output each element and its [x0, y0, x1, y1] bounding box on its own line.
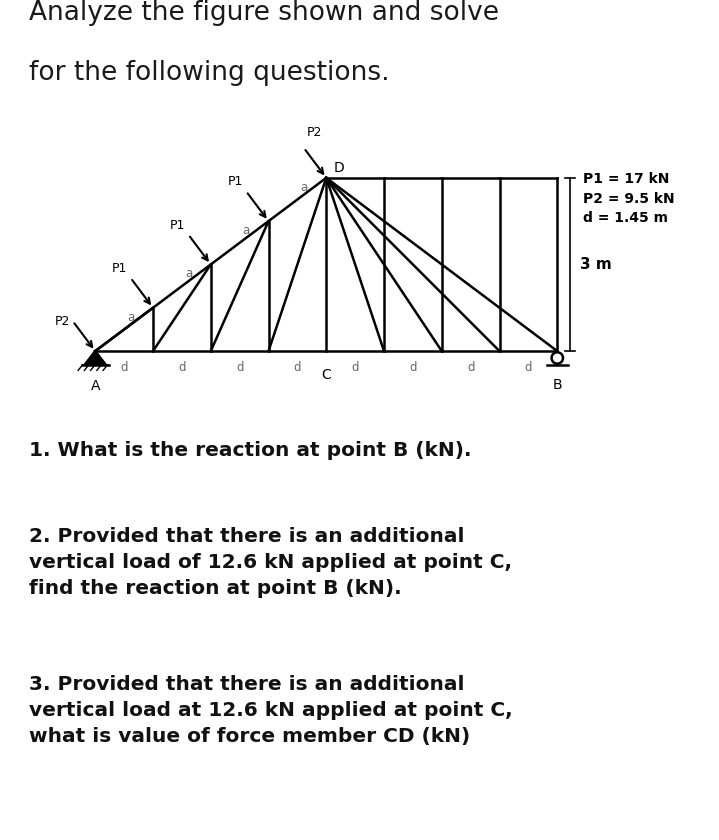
Text: d: d [352, 361, 359, 375]
Text: P2: P2 [306, 126, 322, 139]
Text: a: a [301, 181, 308, 194]
Text: B: B [552, 377, 562, 391]
Text: P2: P2 [55, 314, 70, 328]
Text: d: d [178, 361, 186, 375]
Text: 1. What is the reaction at point B (kN).: 1. What is the reaction at point B (kN). [29, 441, 471, 459]
Text: a: a [127, 311, 134, 323]
Text: for the following questions.: for the following questions. [29, 60, 390, 86]
Text: 3 m: 3 m [580, 257, 612, 272]
Text: C: C [321, 369, 331, 382]
Text: 2. Provided that there is an additional
vertical load of 12.6 kN applied at poin: 2. Provided that there is an additional … [29, 528, 512, 598]
Text: P1 = 17 kN
P2 = 9.5 kN
d = 1.45 m: P1 = 17 kN P2 = 9.5 kN d = 1.45 m [583, 172, 675, 225]
Text: d: d [409, 361, 416, 375]
Text: a: a [185, 267, 192, 281]
Text: P1: P1 [170, 218, 186, 232]
Text: d: d [525, 361, 532, 375]
Text: Analyze the figure shown and solve: Analyze the figure shown and solve [29, 0, 499, 26]
Text: A: A [91, 379, 100, 393]
Text: 3. Provided that there is an additional
vertical load at 12.6 kN applied at poin: 3. Provided that there is an additional … [29, 675, 513, 746]
Text: a: a [242, 224, 249, 237]
Text: D: D [333, 161, 344, 175]
Text: P1: P1 [112, 262, 127, 275]
Text: d: d [236, 361, 243, 375]
Text: d: d [120, 361, 128, 375]
Polygon shape [85, 351, 106, 365]
Text: d: d [293, 361, 301, 375]
Text: P1: P1 [228, 176, 243, 188]
Text: d: d [467, 361, 475, 375]
